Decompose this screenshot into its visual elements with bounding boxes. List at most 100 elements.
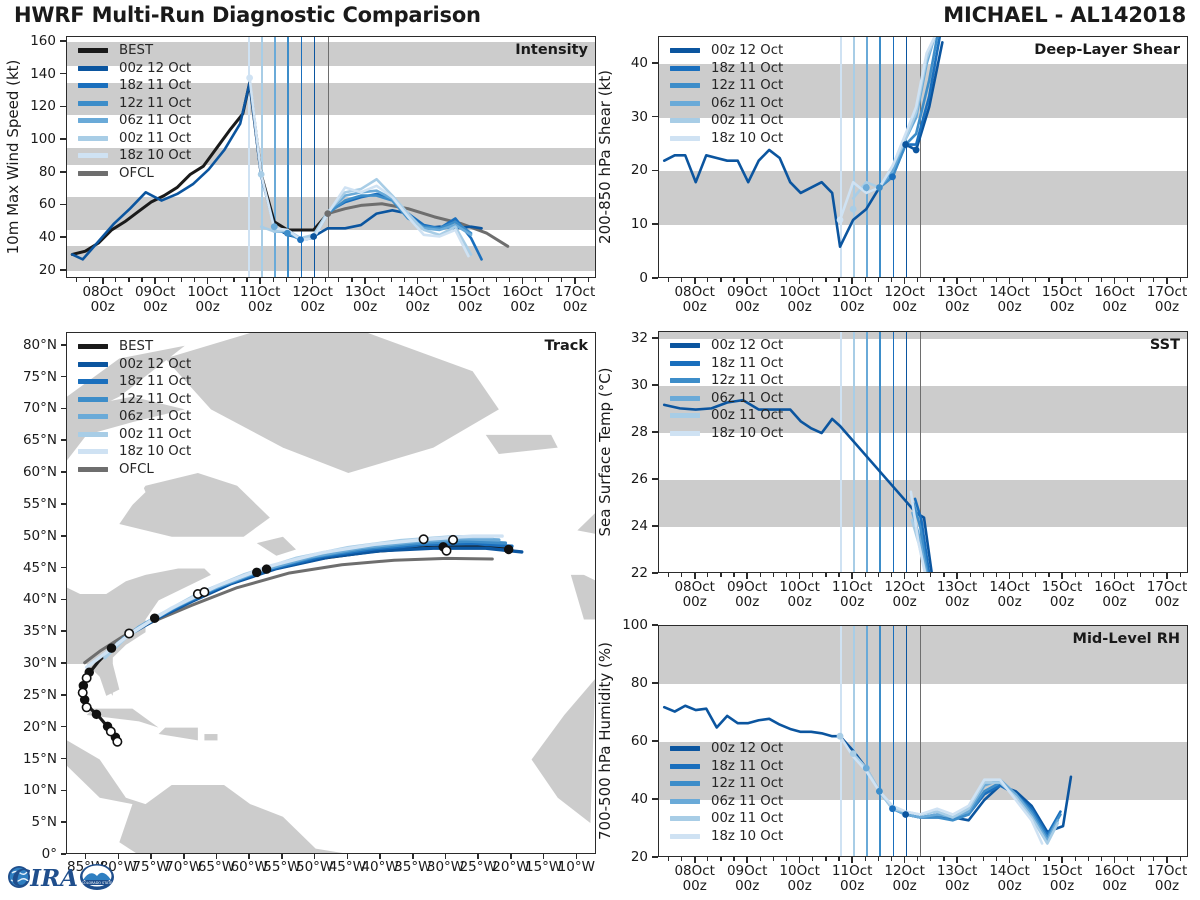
plot-frame-rh: Mid-Level RH (658, 625, 1188, 857)
track-line (83, 556, 494, 665)
x-minor-tick (930, 573, 932, 577)
x-minor-tick (1087, 278, 1089, 282)
legend-item[interactable]: 12z 11 Oct (78, 391, 191, 409)
init-time-line (840, 332, 842, 572)
legend-item[interactable]: 00z 11 Oct (670, 112, 783, 130)
lon-tick-label: 55°W (263, 859, 301, 875)
legend-item[interactable]: 00z 12 Oct (670, 337, 783, 355)
y-tick-label: 80 (630, 675, 648, 691)
legend-item[interactable]: 00z 12 Oct (670, 740, 783, 758)
legend-item[interactable]: OFCL (78, 461, 191, 479)
legend-item[interactable]: 18z 10 Oct (670, 130, 783, 148)
legend-item[interactable]: 06z 11 Oct (78, 112, 191, 130)
legend-item[interactable]: 18z 10 Oct (78, 443, 191, 461)
legend-item[interactable]: 18z 10 Oct (670, 828, 783, 846)
legend-item[interactable]: 18z 10 Oct (78, 147, 191, 165)
legend-label: 00z 11 Oct (119, 130, 192, 146)
shade-band (659, 386, 1187, 434)
y-tick-mark (60, 203, 66, 206)
lon-tick-mark (313, 854, 316, 859)
legend-item[interactable]: 12z 11 Oct (670, 775, 783, 793)
init-time-line (905, 37, 908, 277)
legend-item[interactable]: 00z 12 Oct (78, 356, 191, 374)
lat-tick-mark (61, 503, 66, 505)
x-minor-tick (681, 278, 683, 282)
x-minor-tick (1140, 573, 1142, 577)
legend-item[interactable]: 18z 10 Oct (670, 425, 783, 443)
x-tick-date: 16Oct (1094, 863, 1135, 879)
x-minor-tick (1074, 278, 1076, 282)
map-landmass (67, 396, 211, 696)
init-time-line (866, 37, 868, 277)
init-marker (889, 805, 896, 813)
legend-item[interactable]: 12z 11 Oct (78, 95, 191, 113)
x-minor-tick (482, 278, 484, 282)
legend-item[interactable]: 18z 11 Oct (670, 758, 783, 776)
y-tick-label: 40 (630, 54, 648, 71)
x-tick-label: 17Oct 00z (1147, 863, 1188, 894)
x-tick-mark (469, 278, 471, 284)
series-line (70, 81, 330, 256)
legend-label: 00z 12 Oct (711, 741, 784, 757)
legend-item[interactable]: OFCL (78, 165, 191, 183)
x-tick-hour: 00z (1049, 594, 1075, 611)
x-minor-tick (812, 278, 814, 282)
legend-item[interactable]: 06z 11 Oct (78, 408, 191, 426)
init-time-line (879, 626, 881, 856)
x-tick-date: 15Oct (1041, 284, 1083, 300)
x-tick-date: 17Oct (1146, 284, 1188, 300)
x-tick-label: 12Oct 00z (292, 284, 333, 315)
legend-label: OFCL (119, 461, 154, 477)
x-tick-date: 13Oct (344, 284, 386, 300)
legend-item[interactable]: 00z 12 Oct (670, 42, 783, 60)
x-minor-tick (443, 278, 445, 282)
x-tick-hour: 00z (892, 299, 917, 316)
legend-item[interactable]: 06z 11 Oct (670, 793, 783, 811)
x-tick-date: 09Oct (726, 579, 768, 595)
legend-item[interactable]: 18z 11 Oct (670, 60, 783, 78)
x-minor-tick (864, 857, 866, 861)
legend-item[interactable]: BEST (78, 42, 191, 60)
x-tick-mark (956, 573, 958, 579)
x-tick-label: 15Oct 00z (1042, 863, 1083, 894)
x-minor-tick (982, 857, 984, 861)
legend-item[interactable]: 06z 11 Oct (670, 95, 783, 113)
legend-item[interactable]: 12z 11 Oct (670, 77, 783, 95)
x-tick-date: 08Oct (674, 579, 715, 595)
legend-item[interactable]: 06z 11 Oct (670, 390, 783, 408)
init-marker (836, 732, 844, 740)
legend-item[interactable]: 00z 11 Oct (78, 130, 191, 148)
series-line (838, 734, 1044, 845)
legend-item[interactable]: 00z 11 Oct (78, 426, 191, 444)
map-landmass (99, 664, 120, 696)
plot-frame-intensity: Intensity (66, 36, 596, 278)
y-tick-label: 28 (630, 424, 648, 441)
legend-item[interactable]: 00z 12 Oct (78, 60, 191, 78)
x-minor-tick (681, 857, 683, 861)
legend-label: 18z 11 Oct (711, 60, 784, 76)
legend-item[interactable]: 12z 11 Oct (670, 372, 783, 390)
svg-text:COLORADO STATE: COLORADO STATE (82, 881, 113, 885)
x-minor-tick (128, 278, 130, 282)
x-minor-tick (1127, 278, 1129, 282)
lat-tick-label: 20°N (22, 718, 57, 735)
legend-item[interactable]: 00z 11 Oct (670, 407, 783, 425)
y-tick-mark (652, 740, 658, 742)
lat-tick-mark (61, 630, 66, 632)
legend-item[interactable]: 18z 11 Oct (670, 355, 783, 373)
legend-item[interactable]: 18z 11 Oct (78, 373, 191, 391)
x-tick-date: 16Oct (502, 284, 543, 300)
x-tick-label: 16Oct 00z (1094, 579, 1135, 610)
y-tick-mark (60, 170, 66, 173)
legend-item[interactable]: 18z 11 Oct (78, 77, 191, 95)
x-tick-date: 09Oct (726, 284, 768, 300)
legend-item[interactable]: 00z 11 Oct (670, 810, 783, 828)
y-tick-label: 80 (38, 163, 56, 180)
legend-label: BEST (119, 43, 154, 59)
x-minor-tick (1022, 573, 1024, 577)
map-landmass (485, 434, 558, 454)
lat-tick-label: 50°N (22, 527, 57, 544)
series-line (662, 398, 933, 572)
x-tick-mark (1113, 573, 1116, 579)
legend-item[interactable]: BEST (78, 338, 191, 356)
